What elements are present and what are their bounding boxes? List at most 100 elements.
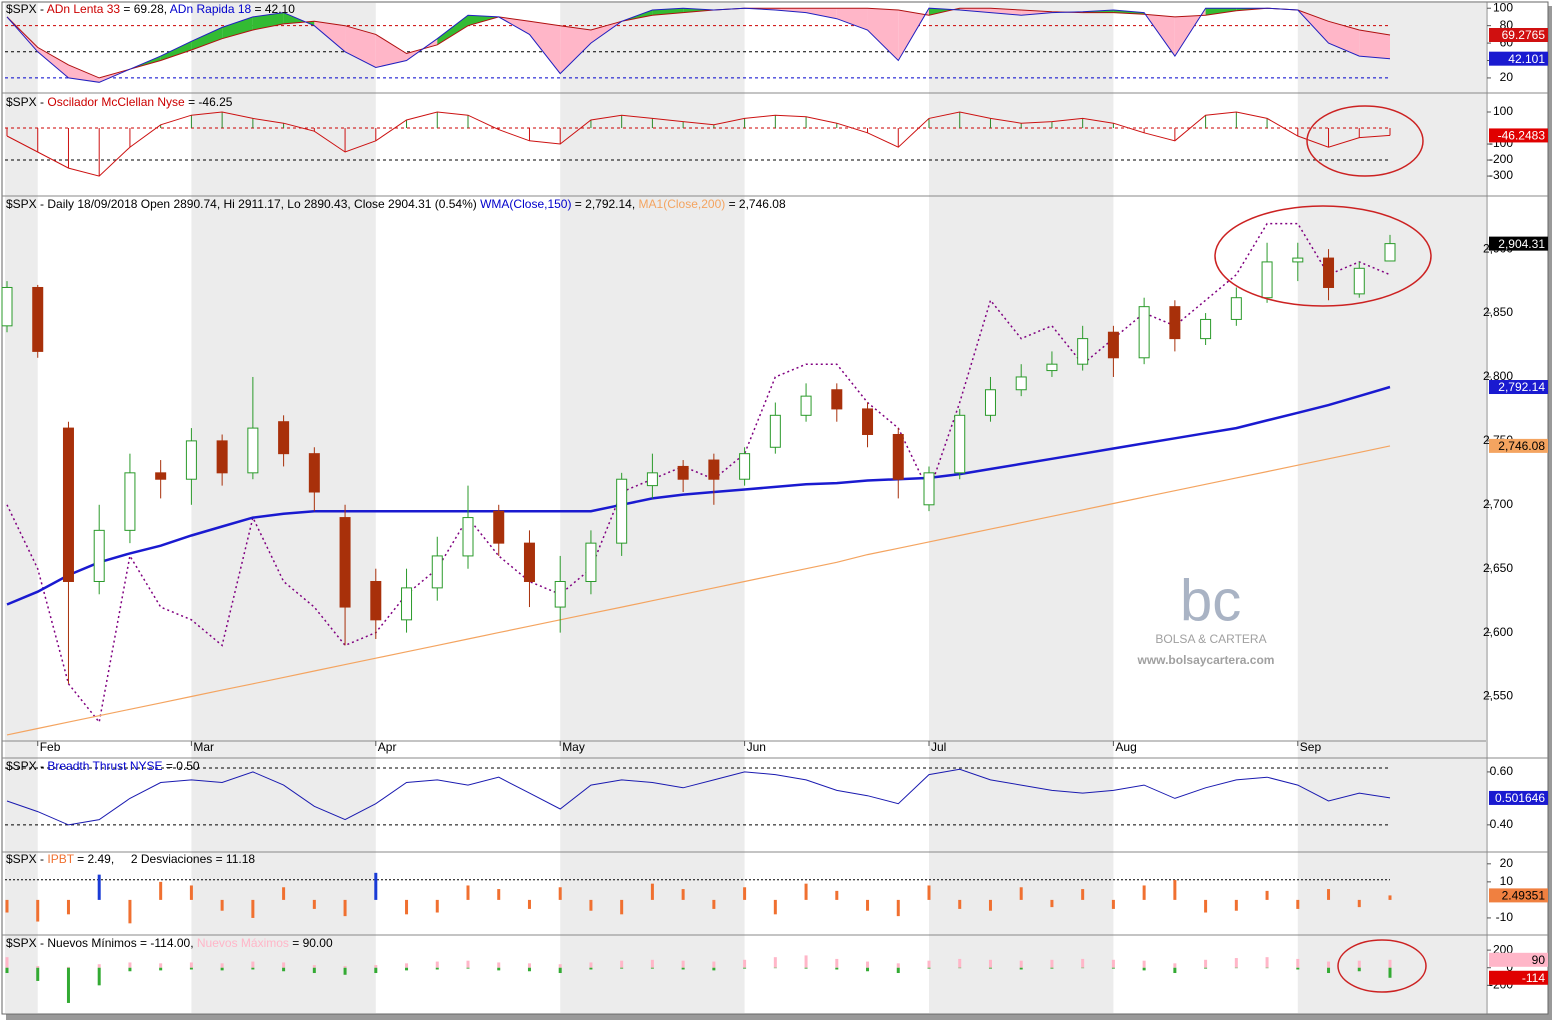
value-badge-label: 0.501646 bbox=[1495, 791, 1545, 805]
y-tick-label: 0.60 bbox=[1490, 764, 1514, 778]
candle-body bbox=[740, 454, 750, 480]
candle-body bbox=[985, 390, 995, 416]
bar bbox=[989, 900, 992, 911]
bar bbox=[159, 963, 162, 967]
bar bbox=[436, 968, 439, 970]
bar bbox=[1050, 968, 1053, 969]
value-badge-label: 2,792.14 bbox=[1498, 380, 1545, 394]
panel-title: $SPX - IPBT = 2.49, 2 Desviaciones = 11.… bbox=[6, 852, 255, 866]
y-tick-label: 2,550 bbox=[1483, 689, 1513, 703]
candle-body bbox=[309, 454, 319, 492]
month-shade bbox=[1298, 3, 1486, 1013]
bar bbox=[313, 965, 316, 968]
watermark-url: www.bolsaycartera.com bbox=[1137, 653, 1275, 667]
bar bbox=[1173, 963, 1176, 967]
candle-body bbox=[770, 415, 780, 447]
bar bbox=[374, 873, 377, 900]
value-badge-label: 42.101 bbox=[1508, 52, 1545, 66]
bar bbox=[835, 968, 838, 970]
y-tick-label: -10 bbox=[1496, 910, 1514, 924]
bar bbox=[436, 900, 439, 913]
value-badge-label: 2,746.08 bbox=[1498, 439, 1545, 453]
title-part: WMA(Close,150) bbox=[480, 197, 571, 211]
bar bbox=[1296, 959, 1299, 968]
y-tick-label: 20 bbox=[1500, 856, 1514, 870]
bar bbox=[589, 900, 592, 911]
candle-body bbox=[801, 396, 811, 415]
bar bbox=[497, 962, 500, 967]
candle-body bbox=[1201, 319, 1211, 338]
bar bbox=[805, 955, 808, 967]
candle-body bbox=[1231, 298, 1241, 320]
bar bbox=[774, 957, 777, 968]
candle-body bbox=[893, 434, 903, 479]
x-tick-label: May bbox=[562, 740, 585, 754]
bar bbox=[928, 961, 931, 968]
candle-body bbox=[463, 518, 473, 556]
bar bbox=[1266, 957, 1269, 968]
bar bbox=[835, 959, 838, 968]
bar bbox=[1327, 962, 1330, 968]
bar bbox=[1020, 887, 1023, 900]
bar bbox=[251, 962, 254, 968]
bar bbox=[1358, 900, 1361, 907]
bar bbox=[497, 889, 500, 900]
bar bbox=[98, 968, 101, 986]
title-part: ADn Lenta 33 bbox=[47, 2, 121, 16]
bar bbox=[1081, 889, 1084, 900]
y-tick-label: 2,850 bbox=[1483, 305, 1513, 319]
bar bbox=[682, 889, 685, 900]
bar bbox=[712, 900, 715, 909]
bar bbox=[651, 960, 654, 968]
bar bbox=[221, 900, 224, 911]
bar bbox=[1235, 958, 1238, 968]
bar bbox=[528, 900, 531, 909]
x-tick-label: Sep bbox=[1300, 740, 1322, 754]
bar bbox=[559, 887, 562, 900]
bar bbox=[190, 885, 193, 899]
bar bbox=[651, 884, 654, 900]
bar bbox=[1112, 900, 1115, 909]
bar bbox=[1112, 960, 1115, 968]
candle-body bbox=[156, 473, 166, 479]
bar bbox=[589, 962, 592, 967]
panel-title: $SPX - Daily 18/09/2018 Open 2890.74, Hi… bbox=[6, 197, 786, 211]
candle-body bbox=[248, 428, 258, 473]
candle-body bbox=[832, 390, 842, 409]
bar bbox=[128, 962, 131, 967]
bar bbox=[682, 961, 685, 968]
bar bbox=[1204, 968, 1207, 969]
title-part: = 0.50 bbox=[163, 759, 200, 773]
bar bbox=[221, 963, 224, 967]
bar bbox=[897, 963, 900, 967]
candle-body bbox=[709, 460, 719, 479]
bar bbox=[1358, 961, 1361, 968]
title-part: Breadth Thrust NYSE bbox=[47, 759, 162, 773]
bar bbox=[1050, 900, 1053, 907]
bar bbox=[620, 900, 623, 914]
candle-body bbox=[955, 415, 965, 473]
title-part: Oscilador McClellan Nyse bbox=[47, 95, 185, 109]
candle-body bbox=[125, 473, 135, 531]
bar bbox=[36, 968, 39, 981]
y-tick-label: 100 bbox=[1493, 104, 1513, 118]
bar bbox=[1266, 891, 1269, 900]
x-tick-label: Jul bbox=[931, 740, 946, 754]
bar bbox=[251, 968, 254, 970]
title-part: = 90.00 bbox=[289, 936, 333, 950]
bar bbox=[743, 968, 746, 969]
title-part: MA1(Close,200) bbox=[639, 197, 726, 211]
watermark-name: BOLSA & CARTERA bbox=[1155, 632, 1266, 646]
bar bbox=[559, 968, 562, 973]
x-tick-label: Aug bbox=[1115, 740, 1136, 754]
y-tick-label: 0.40 bbox=[1490, 817, 1514, 831]
bar bbox=[620, 968, 623, 969]
bar bbox=[36, 900, 39, 922]
bar bbox=[1204, 960, 1207, 968]
bar bbox=[67, 968, 70, 1003]
y-tick-label: -300 bbox=[1489, 168, 1513, 182]
candle-body bbox=[1016, 377, 1026, 390]
bar bbox=[128, 900, 131, 923]
